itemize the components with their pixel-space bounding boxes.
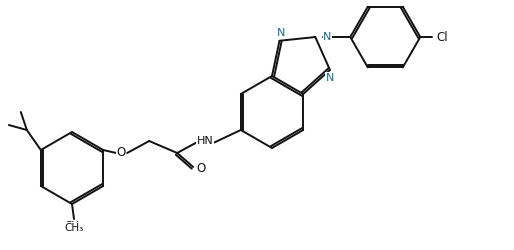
- Text: N: N: [326, 73, 334, 83]
- Text: N: N: [277, 28, 286, 38]
- Text: CH₃: CH₃: [64, 221, 84, 231]
- Text: CH₃: CH₃: [64, 223, 84, 233]
- Text: O: O: [196, 162, 206, 175]
- Text: HN: HN: [197, 136, 213, 146]
- Text: N: N: [323, 32, 332, 42]
- Text: Cl: Cl: [436, 30, 448, 44]
- Text: O: O: [117, 146, 126, 160]
